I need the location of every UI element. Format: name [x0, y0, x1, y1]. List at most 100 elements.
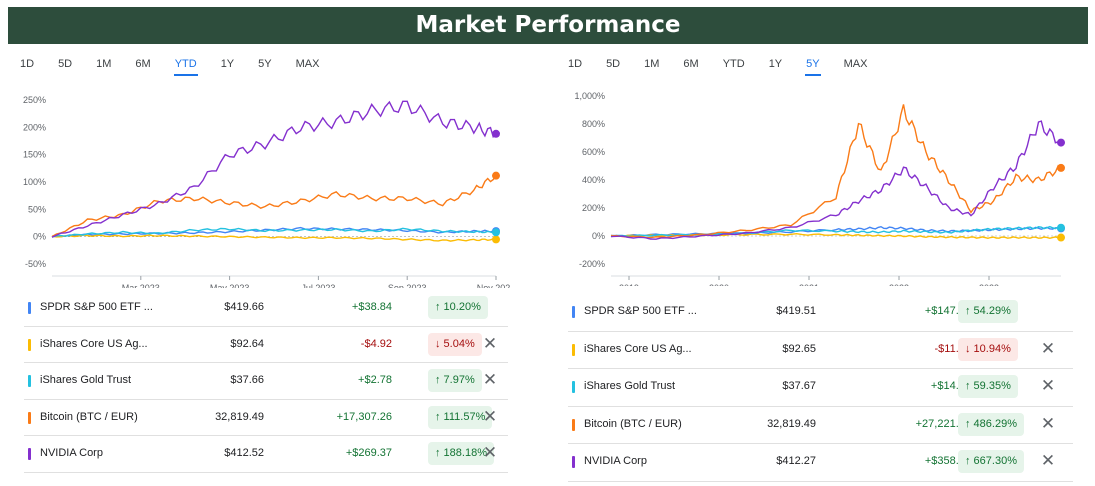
change-amount: +$2.78 — [358, 374, 392, 386]
tab-1y[interactable]: 1Y — [220, 58, 235, 70]
y-tick-label: 400% — [582, 175, 605, 185]
security-name: Bitcoin (BTC / EUR) — [40, 410, 138, 423]
series-color-swatch — [572, 418, 575, 431]
x-tick-label: 2020 — [709, 283, 729, 286]
series-end-dot — [1057, 233, 1065, 242]
x-tick-label: May 2023 — [210, 283, 250, 288]
price: 32,819.49 — [767, 417, 816, 430]
change-percent-badge: ↑ 111.57% — [428, 405, 493, 429]
tab-6m[interactable]: 6M — [683, 58, 699, 70]
tab-1d[interactable]: 1D — [568, 58, 583, 70]
series-color-swatch — [28, 302, 31, 314]
series-end-dot — [492, 235, 500, 244]
panel-ytd: 1D 5D 1M 6M YTD 1Y 5Y MAX 250% 200% 150% 100% 50% 0%… — [20, 50, 510, 473]
change-percent-badge: ↓ 10.94% — [958, 337, 1018, 361]
tab-5d[interactable]: 5D — [58, 58, 73, 70]
x-tick-label: 2023 — [979, 283, 999, 286]
change-percent-badge: ↑ 54.29% — [958, 300, 1018, 323]
y-tick-label: -200% — [579, 259, 605, 269]
y-tick-label: 800% — [582, 119, 605, 129]
security-name: iShares Core US Ag... — [40, 337, 148, 350]
series-line — [51, 175, 497, 238]
tab-1y[interactable]: 1Y — [768, 58, 783, 70]
series-color-swatch — [28, 375, 31, 387]
series-color-swatch — [28, 448, 31, 460]
tab-ytd[interactable]: YTD — [722, 58, 745, 70]
close-icon[interactable]: ✕ — [1040, 338, 1056, 358]
series-color-swatch — [572, 343, 575, 356]
table-row[interactable]: SPDR S&P 500 ETF ... $419.66 +$38.84 ↑ 1… — [24, 290, 508, 327]
y-tick-label: 100% — [23, 177, 46, 187]
security-name: iShares Gold Trust — [40, 374, 132, 386]
series-line — [610, 120, 1062, 240]
security-name: iShares Core US Ag... — [584, 342, 692, 355]
table-row[interactable]: Bitcoin (BTC / EUR) 32,819.49 +27,221.64… — [568, 407, 1073, 444]
series-color-swatch — [28, 411, 31, 424]
x-tick-label: Mar 2023 — [122, 283, 160, 288]
series-color-swatch — [572, 381, 575, 393]
price: $37.66 — [230, 374, 264, 386]
security-name: Bitcoin (BTC / EUR) — [584, 417, 682, 430]
period-tabs: 1D 5D 1M 6M YTD 1Y 5Y MAX — [568, 50, 1073, 78]
y-tick-label: 0% — [592, 231, 605, 241]
table-row[interactable]: iShares Core US Ag... $92.64 -$4.92 ↓ 5.… — [24, 327, 508, 363]
series-end-dot — [1057, 223, 1065, 232]
table-row[interactable]: Bitcoin (BTC / EUR) 32,819.49 +17,307.26… — [24, 400, 508, 436]
price: $412.52 — [224, 447, 264, 459]
table-row[interactable]: SPDR S&P 500 ETF ... $419.51 +$147.62 ↑ … — [568, 294, 1073, 332]
change-amount: +$38.84 — [351, 301, 392, 313]
table-row[interactable]: iShares Core US Ag... $92.65 -$11.38 ↓ 1… — [568, 332, 1073, 369]
change-percent-badge: ↑ 188.18% — [428, 442, 494, 465]
tab-1m[interactable]: 1M — [96, 58, 112, 70]
security-name: SPDR S&P 500 ETF ... — [584, 305, 697, 317]
series-color-swatch — [572, 306, 575, 318]
series-end-dot — [1057, 138, 1065, 147]
y-tick-label: 50% — [28, 204, 46, 214]
y-tick-label: 200% — [582, 203, 605, 213]
y-tick-label: 150% — [23, 150, 46, 160]
tab-1d[interactable]: 1D — [20, 58, 35, 70]
change-percent-badge: ↑ 667.30% — [958, 450, 1024, 473]
table-row[interactable]: NVIDIA Corp $412.27 +$358.54 ↑ 667.30% ✕ — [568, 444, 1073, 482]
series-end-dot — [492, 228, 500, 237]
tab-max[interactable]: MAX — [295, 58, 320, 70]
x-tick-label: 2021 — [799, 283, 819, 286]
series-end-dot — [1057, 163, 1065, 172]
close-icon[interactable]: ✕ — [1040, 413, 1056, 433]
x-tick-label: Jul 2023 — [301, 283, 335, 288]
security-name: SPDR S&P 500 ETF ... — [40, 301, 153, 313]
change-amount: +$269.37 — [345, 447, 392, 459]
table-row[interactable]: NVIDIA Corp $412.52 +$269.37 ↑ 188.18% ✕ — [24, 436, 508, 473]
series-color-swatch — [28, 338, 31, 351]
close-icon[interactable]: ✕ — [482, 333, 498, 353]
tab-5y[interactable]: 5Y — [258, 58, 272, 70]
change-percent-badge: ↓ 5.04% — [428, 332, 482, 356]
performance-chart-ytd: 250% 200% 150% 100% 50% 0% -50% Mar 2023 May 202… — [23, 95, 510, 288]
holdings-table: SPDR S&P 500 ETF ... $419.51 +$147.62 ↑ … — [568, 294, 1073, 482]
x-tick-label: Nov 2023 — [477, 283, 510, 288]
holdings-table: SPDR S&P 500 ETF ... $419.66 +$38.84 ↑ 1… — [24, 290, 508, 473]
tab-5y[interactable]: 5Y — [805, 58, 822, 76]
price: $412.27 — [776, 455, 816, 467]
price: $92.65 — [782, 342, 816, 355]
table-row[interactable]: iShares Gold Trust $37.66 +$2.78 ↑ 7.97%… — [24, 363, 508, 400]
period-tabs: 1D 5D 1M 6M YTD 1Y 5Y MAX — [20, 50, 510, 78]
tab-ytd[interactable]: YTD — [173, 58, 198, 76]
tab-5d[interactable]: 5D — [606, 58, 621, 70]
series-line — [51, 227, 497, 238]
close-icon[interactable]: ✕ — [1040, 451, 1056, 470]
tab-max[interactable]: MAX — [843, 58, 868, 70]
close-icon[interactable]: ✕ — [482, 370, 498, 389]
series-line — [51, 234, 497, 242]
close-icon[interactable]: ✕ — [1040, 376, 1056, 395]
series-line — [610, 104, 1062, 239]
tab-6m[interactable]: 6M — [135, 58, 151, 70]
security-name: NVIDIA Corp — [40, 447, 103, 459]
close-icon[interactable]: ✕ — [482, 406, 498, 426]
table-row[interactable]: iShares Gold Trust $37.67 +$14.03 ↑ 59.3… — [568, 369, 1073, 407]
close-icon[interactable]: ✕ — [482, 443, 498, 462]
series-line — [610, 232, 1062, 240]
price: $419.51 — [776, 305, 816, 317]
tab-1m[interactable]: 1M — [644, 58, 660, 70]
change-percent-badge: ↑ 59.35% — [958, 375, 1018, 398]
